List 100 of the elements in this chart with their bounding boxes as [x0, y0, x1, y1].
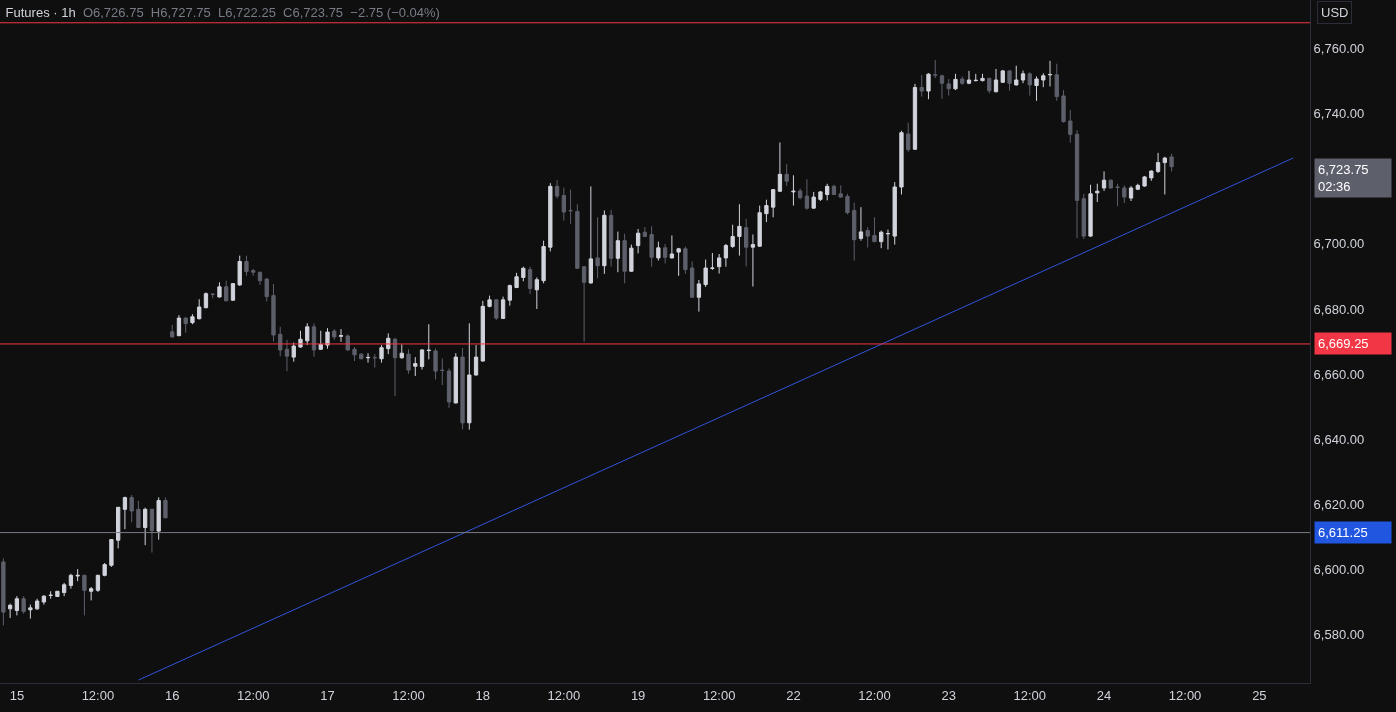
candlestick	[1061, 89, 1066, 124]
candlestick	[892, 181, 897, 246]
candlestick	[446, 367, 452, 409]
candlestick	[372, 353, 377, 369]
candlestick	[541, 240, 546, 284]
candlestick	[723, 243, 729, 268]
candlestick	[1155, 152, 1161, 174]
candlestick	[899, 130, 904, 195]
x-tick-label: 24	[1096, 687, 1112, 703]
candlestick	[784, 163, 789, 187]
candlestick	[176, 314, 182, 337]
candlestick	[251, 268, 256, 277]
candlestick	[109, 539, 114, 568]
x-tick-label: 18	[475, 687, 491, 703]
candlestick	[1020, 70, 1026, 84]
candlestick	[791, 174, 796, 207]
candlestick	[703, 259, 708, 288]
candlestick	[21, 595, 26, 615]
candlestick	[831, 184, 837, 196]
candlestick	[338, 328, 344, 343]
x-tick-label: 25	[1252, 687, 1267, 703]
candlestick	[987, 77, 992, 94]
candlestick	[575, 203, 580, 270]
candlestick	[163, 497, 168, 519]
y-tick-label: 6,580.00	[1313, 626, 1365, 642]
candlestick	[271, 283, 276, 342]
x-tick-label: 16	[164, 687, 180, 703]
y-tick-label: 6,600.00	[1313, 561, 1365, 577]
candlestick	[926, 72, 931, 100]
x-tick-label: 12:00	[1013, 687, 1047, 703]
candlestick	[1034, 75, 1039, 102]
candlestick	[136, 500, 141, 529]
candlestick	[34, 598, 40, 611]
candlestick	[494, 298, 499, 321]
candlestick	[689, 260, 695, 299]
candlestick	[615, 231, 621, 273]
candlestick	[102, 562, 107, 577]
y-tick-label: 6,640.00	[1313, 431, 1365, 447]
candlestick	[656, 241, 661, 262]
candlestick	[527, 266, 533, 295]
candlestick	[595, 216, 600, 279]
candlestick	[676, 247, 681, 277]
candlestick	[453, 352, 458, 404]
candlestick	[838, 184, 843, 199]
candlestick	[1007, 69, 1012, 92]
candlestick	[1081, 193, 1086, 240]
candlestick	[392, 337, 398, 397]
candlestick	[717, 253, 722, 275]
candlestick	[1054, 63, 1059, 102]
candlestick	[818, 190, 823, 202]
candlestick	[149, 508, 155, 554]
candlestick	[852, 202, 857, 262]
candlestick	[710, 252, 715, 271]
candlestick	[197, 298, 202, 320]
candlestick	[939, 74, 945, 100]
candlestick	[507, 284, 512, 307]
ref-line-label: 6,611.25	[1318, 525, 1368, 540]
candlestick	[406, 348, 411, 375]
x-tick-label: 12:00	[1168, 687, 1202, 703]
candlestick	[588, 185, 593, 285]
candlestick	[1041, 72, 1046, 88]
candlestick	[500, 296, 506, 320]
candlestick	[602, 209, 607, 275]
candlestick	[980, 73, 985, 82]
candlestick	[872, 216, 877, 243]
candlestick	[1169, 153, 1174, 173]
candlestick	[683, 246, 688, 275]
candlestick	[534, 276, 539, 310]
candlestick	[912, 83, 918, 151]
y-tick-label: 6,680.00	[1313, 301, 1365, 317]
candlestick	[1108, 179, 1113, 190]
candlestick	[730, 224, 735, 249]
candlestick	[399, 343, 404, 360]
candlestick	[183, 316, 188, 334]
x-tick-label: 12:00	[547, 687, 581, 703]
candlestick	[1, 557, 6, 626]
candlestick	[1074, 129, 1080, 239]
candlestick	[581, 265, 587, 342]
candlestick	[332, 328, 337, 341]
x-tick-label: 19	[630, 687, 646, 703]
candlestick	[230, 282, 236, 302]
candlestick	[257, 271, 263, 286]
candlestick	[291, 341, 296, 363]
x-tick-label: 12:00	[392, 687, 425, 703]
candlestick	[1135, 183, 1140, 191]
candlestick	[311, 322, 317, 358]
candlestick	[568, 189, 573, 225]
candlestick	[1115, 183, 1120, 207]
candlestick	[845, 193, 850, 215]
x-tick-label: 12:00	[236, 687, 270, 703]
candlestick	[284, 339, 290, 372]
candlestick	[1068, 109, 1073, 144]
candlestick	[116, 506, 121, 549]
candlestick	[804, 178, 810, 211]
candlestick	[359, 352, 364, 360]
candlestick	[89, 586, 94, 601]
candlestick	[548, 182, 553, 252]
candlestick	[224, 280, 229, 302]
candlestick	[777, 141, 783, 193]
candlestick	[608, 209, 614, 268]
